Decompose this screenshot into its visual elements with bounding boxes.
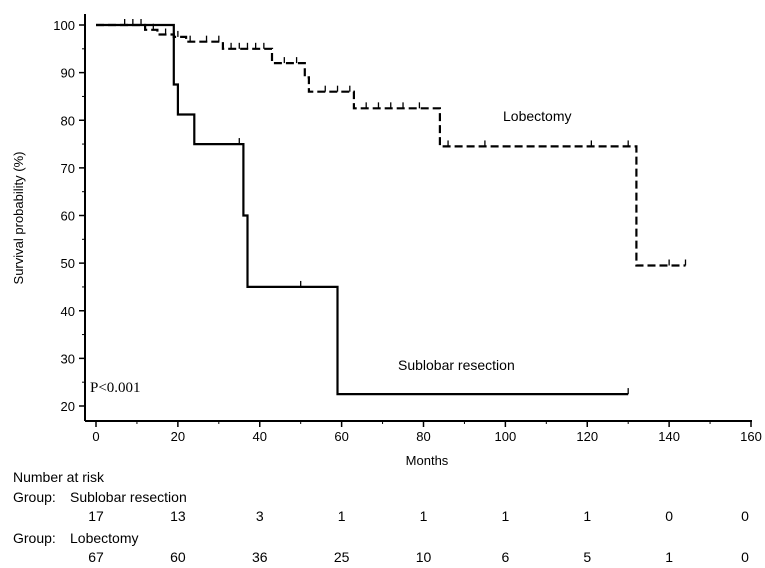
sublobar-resection-curve (96, 23, 629, 396)
risk-value-group2: 5 (583, 549, 591, 565)
risk-value-group2: 0 (741, 549, 749, 565)
risk-value-group1: 1 (420, 508, 428, 524)
y-tick-label-30: 30 (61, 351, 75, 366)
risk-value-group2: 60 (170, 549, 186, 565)
risk-value-group1: 1 (583, 508, 591, 524)
risk-group2-prefix: Group: (13, 530, 56, 546)
x-tick-label-80: 80 (416, 429, 430, 444)
lobectomy-curve (96, 23, 686, 267)
y-tick-label-50: 50 (61, 256, 75, 271)
y-tick-label-100: 100 (53, 18, 75, 33)
x-tick-label-120: 120 (576, 429, 598, 444)
risk-value-group2: 36 (252, 549, 268, 565)
x-tick-label-100: 100 (495, 429, 517, 444)
x-tick-label-140: 140 (658, 429, 680, 444)
y-tick-label-90: 90 (61, 66, 75, 81)
risk-group1-prefix: Group: (13, 489, 56, 505)
number-at-risk-table: 17 13 3 1 1 1 1 0 067 60 36 25 10 6 5 1 0 (88, 508, 749, 565)
number-at-risk-title: Number at risk (13, 469, 105, 485)
risk-value-group1: 1 (338, 508, 346, 524)
x-axis-label: Months (406, 453, 449, 468)
y-tick-label-40: 40 (61, 304, 75, 319)
risk-value-group1: 0 (741, 508, 749, 524)
p-value-annotation: P<0.001 (90, 380, 141, 396)
x-tick-label-40: 40 (253, 429, 267, 444)
risk-value-group2: 67 (88, 549, 104, 565)
risk-value-group1: 0 (665, 508, 673, 524)
sublobar-curve-label: Sublobar resection (398, 357, 515, 373)
risk-group1-name: Sublobar resection (70, 489, 187, 505)
y-tick-label-20: 20 (61, 399, 75, 414)
x-tick-label-160: 160 (740, 429, 762, 444)
risk-value-group2: 1 (665, 549, 673, 565)
y-tick-label-60: 60 (61, 209, 75, 224)
y-tick-label-70: 70 (61, 161, 75, 176)
y-axis-label: Survival probability (%) (11, 152, 26, 285)
risk-value-group1: 13 (170, 508, 186, 524)
lobectomy-curve-label: Lobectomy (503, 108, 571, 124)
x-tick-label-20: 20 (171, 429, 185, 444)
x-tick-label-60: 60 (334, 429, 348, 444)
risk-value-group2: 6 (501, 549, 509, 565)
risk-value-group1: 3 (256, 508, 264, 524)
risk-value-group1: 17 (88, 508, 104, 524)
risk-value-group1: 1 (501, 508, 509, 524)
x-tick-label-0: 0 (92, 429, 99, 444)
risk-value-group2: 10 (416, 549, 432, 565)
plot-area: 0 20 40 60 80 100 120 140 160 20 30 40 50 60 70 80 90 100 (53, 14, 762, 444)
y-tick-label-80: 80 (61, 113, 75, 128)
risk-group2-name: Lobectomy (70, 530, 138, 546)
risk-value-group2: 25 (334, 549, 350, 565)
